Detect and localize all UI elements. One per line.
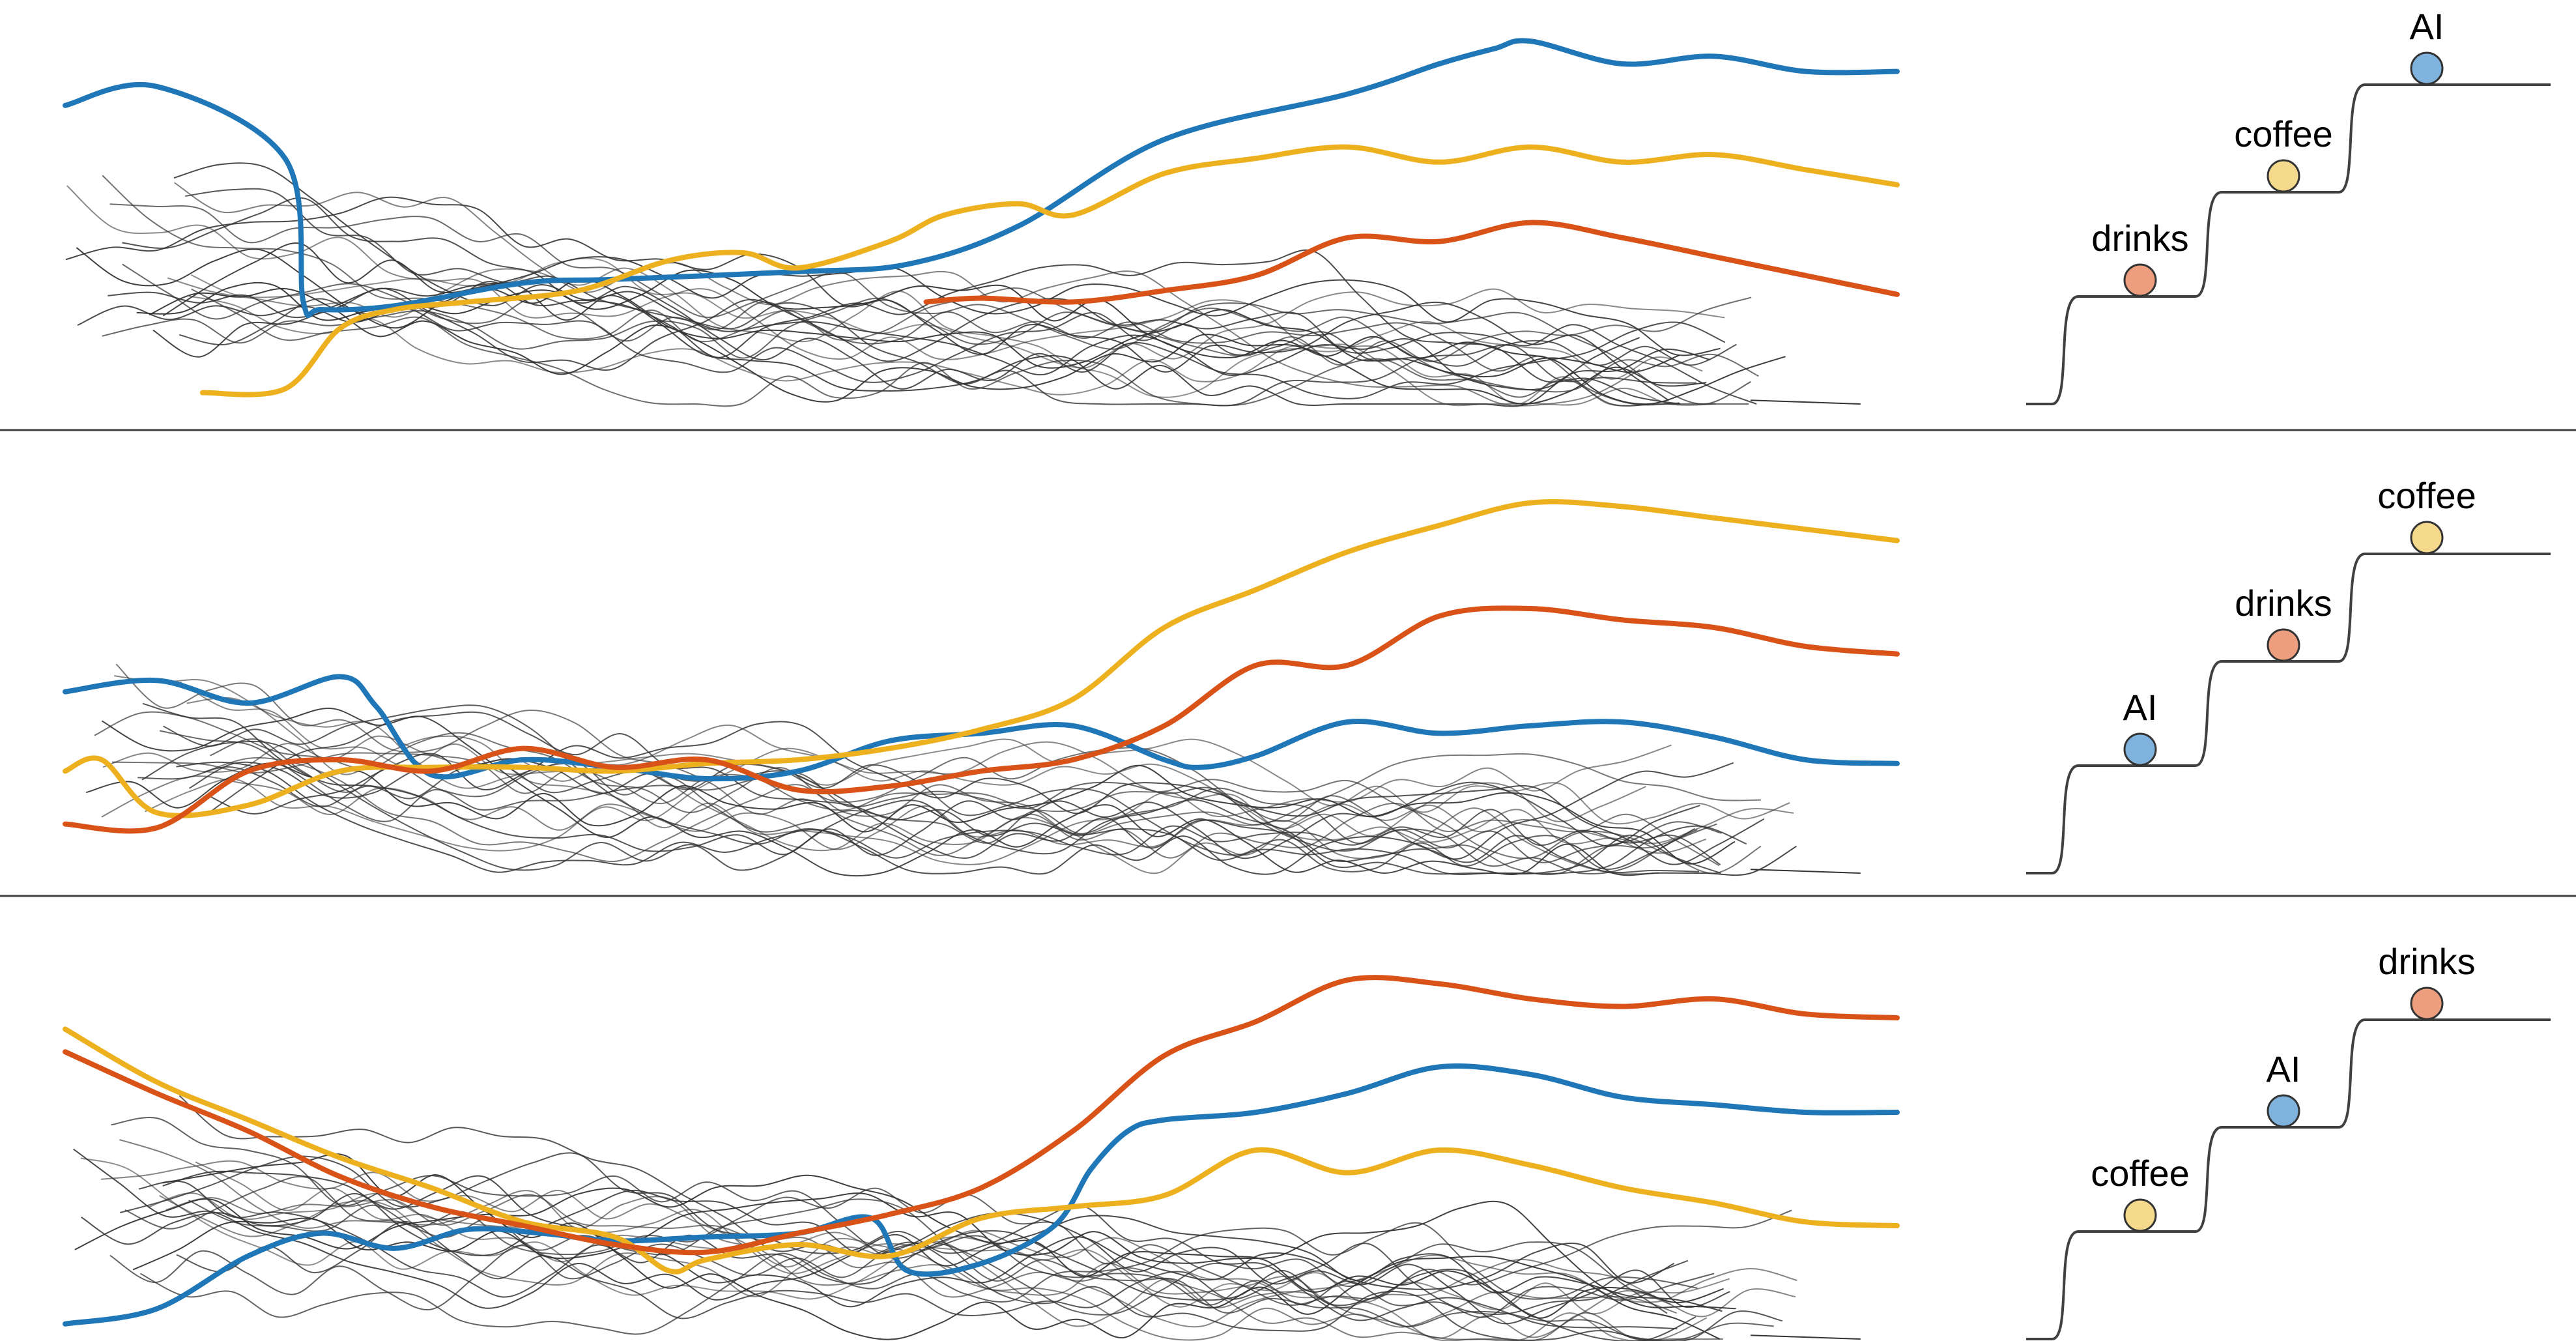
panel-1-background-trace: [102, 175, 1752, 366]
panel-3-background-trace: [109, 1241, 1668, 1316]
panel-1-background-trace: [149, 287, 1707, 405]
panel-1-background-trace: [76, 247, 1680, 378]
panel-2-background-trace: [163, 704, 1721, 866]
panel-1-background-trace: [122, 197, 1726, 399]
panel-3-background-trace: [100, 1160, 1796, 1318]
panel-3-background-tail: [1751, 1334, 1861, 1340]
panel-1-background-trace: [167, 267, 1725, 369]
panel-2-background-trace: [112, 752, 1762, 874]
panel-1-rank-dot-drinks: [2123, 263, 2157, 297]
panel-1-rank-dot-coffee: [2267, 159, 2300, 193]
panel-3-background-trace: [80, 1157, 1730, 1315]
panel-1-background-trace: [191, 288, 1749, 407]
panel-2-background-trace: [203, 753, 1761, 863]
panel-3-background-trace: [179, 1095, 1783, 1341]
panel-2-rank-dot-drinks: [2267, 628, 2300, 662]
panel-1-series-coffee: [199, 144, 1900, 397]
panel-3-background-trace: [81, 1189, 1730, 1325]
panel-2-staircase: AI drinks coffee: [2026, 475, 2551, 874]
panel-3-background-trace: [119, 1152, 1678, 1330]
panel-3-background-trace: [111, 1117, 1715, 1318]
panel-2-series: [63, 498, 1900, 834]
panel-2-background-tail: [1751, 869, 1861, 874]
panel-1-background-trace: [188, 295, 1655, 407]
panel-3-rank-dot-coffee: [2123, 1198, 2157, 1232]
panel-3-series-coffee: [63, 1026, 1900, 1275]
panel-3-rank-label-drinks: drinks: [2378, 941, 2475, 982]
panel-3-background-trace: [195, 1161, 1708, 1341]
panel-1-rank-label-drinks: drinks: [2091, 218, 2188, 259]
panel-2-background-trace: [207, 721, 1765, 865]
panel-1-background-trace: [102, 297, 1751, 405]
panel-1-background-tail: [1751, 399, 1861, 405]
panel-1-rank-dot-ai: [2410, 51, 2444, 85]
panel-1-background-trace: [65, 196, 1670, 401]
panel-3-staircase-line: [2026, 1018, 2551, 1340]
panel-2-background-trace: [115, 663, 1720, 867]
panel-3-background-trace: [176, 1220, 1689, 1319]
panel-1-background-trace: [77, 249, 1681, 405]
panel-2-background-trace: [159, 730, 1717, 874]
panel-1-series-drinks: [923, 220, 1900, 305]
panel-1-background-trace: [162, 242, 1721, 356]
panel-1-rank-label-coffee: coffee: [2234, 113, 2333, 154]
panel-2: AI drinks coffee: [63, 475, 2551, 877]
panel-1-background-trace: [66, 185, 1716, 407]
panel-3: coffee AI drinks: [63, 941, 2551, 1341]
panel-3-background-trace: [132, 1192, 1736, 1310]
panel-2-background-trace: [186, 697, 1790, 825]
panel-1-staircase: drinks coffee AI: [2026, 6, 2551, 405]
panel-3-rank-dot-ai: [2267, 1094, 2300, 1128]
panel-3-background-trace: [74, 1174, 1724, 1319]
panel-2-series-coffee: [63, 498, 1900, 818]
panel-1-series: [63, 38, 1900, 397]
panel-1-rank-label-ai: AI: [2410, 6, 2444, 47]
panel-3-series: [63, 975, 1900, 1327]
panel-2-rank-dot-ai: [2123, 732, 2157, 766]
panel-3-background-trace: [148, 1192, 1797, 1328]
panel-3-staircase: coffee AI drinks: [2026, 941, 2551, 1340]
panel-1-staircase-line: [2026, 83, 2551, 405]
panel-2-background-trace: [210, 738, 1722, 863]
panel-3-background-lines: [73, 1095, 1861, 1341]
panel-1-background-trace: [107, 287, 1757, 405]
panel-2-rank-label-coffee: coffee: [2377, 475, 2476, 516]
panel-2-rank-label-ai: AI: [2123, 687, 2158, 728]
panel-2-rank-dot-coffee: [2410, 521, 2444, 555]
panel-1: drinks coffee AI: [63, 6, 2551, 407]
panel-2-background-trace: [141, 740, 1700, 874]
panel-2-series-drinks: [63, 605, 1900, 834]
panel-2-staircase-line: [2026, 553, 2551, 874]
panel-3-rank-label-ai: AI: [2267, 1048, 2301, 1089]
panel-1-series-ai: [63, 38, 1900, 318]
panel-3-rank-label-coffee: coffee: [2091, 1153, 2190, 1194]
panel-3-series-ai: [63, 1063, 1900, 1327]
panel-2-rank-label-drinks: drinks: [2235, 583, 2332, 624]
panel-3-rank-dot-drinks: [2410, 987, 2444, 1020]
panel-1-background-lines: [65, 162, 1861, 407]
panel-1-background-trace: [179, 298, 1737, 383]
panel-2-background-trace: [208, 711, 1721, 876]
panel-2-background-trace: [180, 682, 1646, 837]
panel-3-series-drinks: [63, 975, 1900, 1256]
panel-2-background-trace: [85, 762, 1736, 865]
panel-2-background-trace: [144, 747, 1794, 852]
panel-3-background-trace: [73, 1148, 1723, 1312]
